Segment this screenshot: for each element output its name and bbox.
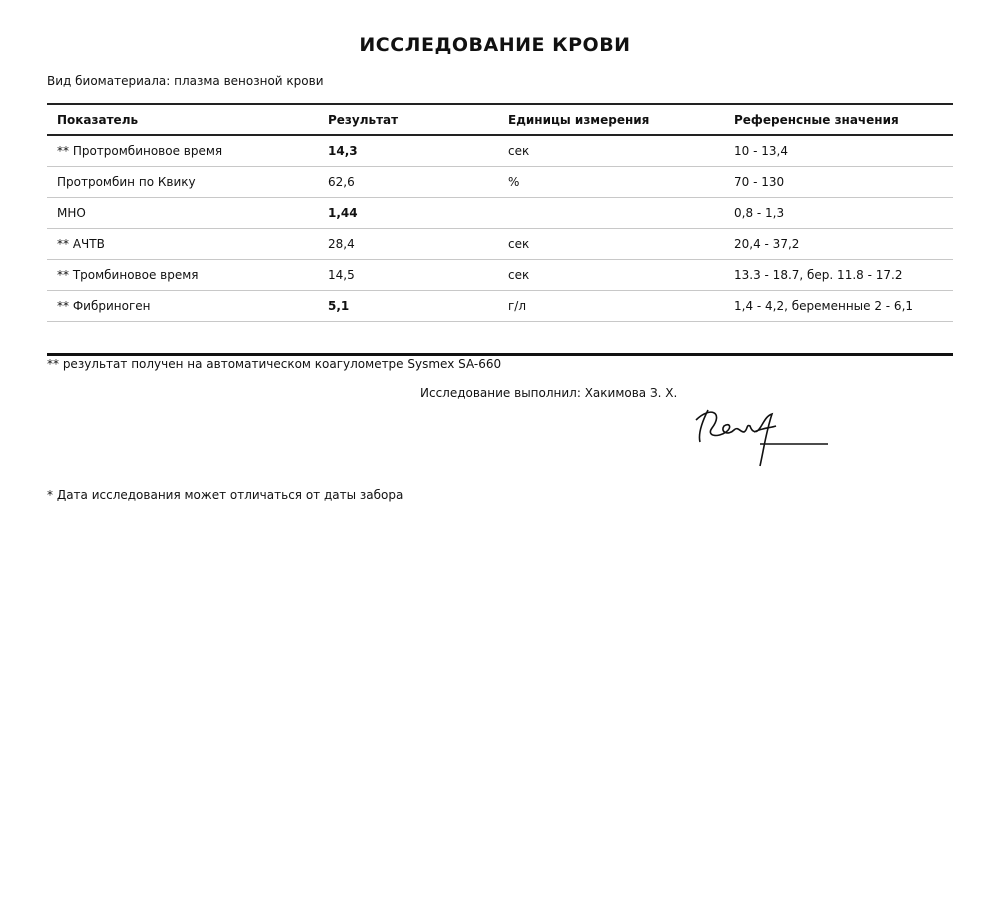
column-header: Единицы измерения	[508, 112, 650, 127]
indicator-cell: Протромбин по Квику	[47, 166, 318, 198]
indicator-cell: МНО	[47, 197, 318, 229]
table-row: ** Тромбиновое время 14,5 сек 13.3 - 18.7, …	[47, 259, 953, 291]
unit-cell: г/л	[498, 290, 724, 322]
reference-cell: 10 - 13,4	[724, 135, 953, 167]
unit-cell: сек	[498, 259, 724, 291]
results-table: Показатель Результат Единицы измерения Р…	[47, 103, 953, 322]
reference-cell: 1,4 - 4,2, беременные 2 - 6,1	[724, 290, 953, 322]
indicator-cell: ** Фибриноген	[47, 290, 318, 322]
footnote: ** результат получен на автоматическом к…	[47, 357, 502, 371]
page-title: ИССЛЕДОВАНИЕ КРОВИ	[359, 34, 631, 56]
reference-cell: 20,4 - 37,2	[724, 228, 953, 260]
signature-image	[695, 409, 828, 467]
column-header: Результат	[328, 112, 399, 127]
result-cell: 14,3	[318, 135, 498, 167]
reference-cell: 70 - 130	[724, 166, 953, 198]
result-cell: 62,6	[318, 166, 498, 198]
indicator-cell: ** Протромбиновое время	[47, 135, 318, 167]
table-row: ** Фибриноген 5,1 г/л 1,4 - 4,2, беременные…	[47, 290, 953, 322]
table-row: ** АЧТВ 28,4 сек 20,4 - 37,2	[47, 228, 953, 260]
result-cell: 14,5	[318, 259, 498, 291]
result-cell: 28,4	[318, 228, 498, 260]
result-cell: 5,1	[318, 290, 498, 322]
table-header-row: Показатель Результат Единицы измерения Р…	[47, 104, 953, 135]
reference-cell: 0,8 - 1,3	[724, 197, 953, 229]
biomaterial-type: Вид биоматериала: плазма венозной крови	[47, 74, 324, 88]
reference-cell: 13.3 - 18.7, бер. 11.8 - 17.2	[724, 259, 953, 291]
date-note: * Дата исследования может отличаться от …	[47, 488, 404, 502]
unit-cell: %	[498, 166, 724, 198]
unit-cell	[498, 197, 724, 229]
unit-cell: сек	[498, 228, 724, 260]
divider	[47, 353, 953, 356]
table-row: МНО 1,44 0,8 - 1,3	[47, 197, 953, 229]
table-row: ** Протромбиновое время 14,3 сек 10 - 13,4	[47, 135, 953, 167]
unit-cell: сек	[498, 135, 724, 167]
column-header: Показатель	[57, 112, 139, 127]
result-cell: 1,44	[318, 197, 498, 229]
indicator-cell: ** АЧТВ	[47, 228, 318, 260]
table-row: Протромбин по Квику 62,6% 70 - 130	[47, 166, 953, 198]
column-header: Референсные значения	[734, 112, 899, 127]
performed-by: Исследование выполнил: Хакимова З. Х.	[420, 386, 678, 400]
indicator-cell: ** Тромбиновое время	[47, 259, 318, 291]
